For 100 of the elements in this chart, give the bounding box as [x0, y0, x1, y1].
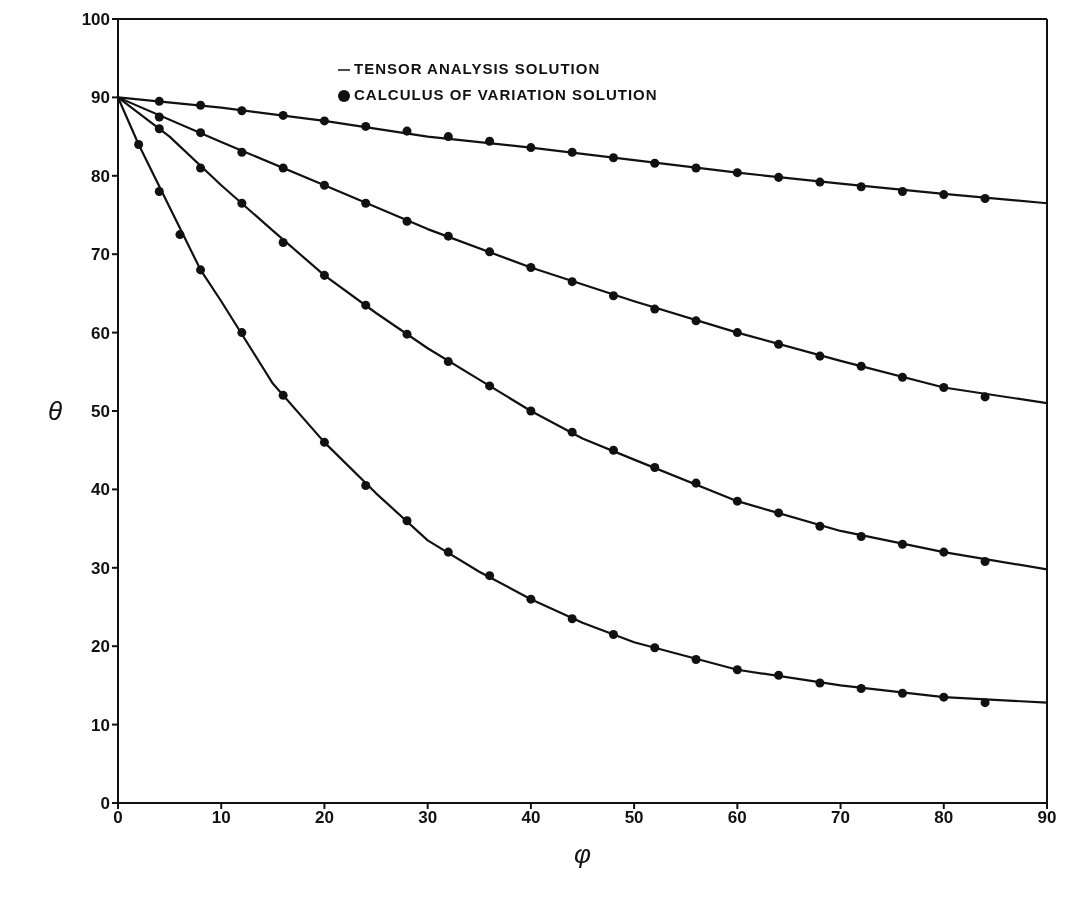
point: [319, 270, 329, 280]
point: [732, 665, 742, 675]
x-tick-label: 0: [113, 808, 123, 828]
point: [237, 147, 247, 157]
point: [856, 684, 866, 694]
point: [732, 328, 742, 338]
point: [774, 508, 784, 518]
legend-label: CALCULUS OF VARIATION SOLUTION: [354, 86, 658, 103]
x-tick-label: 60: [727, 808, 747, 828]
point: [154, 96, 164, 106]
point: [196, 163, 206, 173]
point: [485, 247, 495, 257]
point: [361, 198, 371, 208]
x-tick-label: 30: [418, 808, 438, 828]
y-tick-label: 20: [91, 637, 110, 657]
x-tick-label: 70: [831, 808, 851, 828]
point: [608, 291, 618, 301]
point: [443, 132, 453, 142]
point: [856, 531, 866, 541]
point: [526, 263, 536, 273]
point: [402, 329, 412, 339]
point: [608, 445, 618, 455]
point: [402, 126, 412, 136]
point: [443, 231, 453, 241]
point: [650, 158, 660, 168]
y-tick-label: 100: [81, 10, 110, 30]
x-tick-label: 10: [211, 808, 231, 828]
point: [815, 351, 825, 361]
point: [732, 168, 742, 178]
point: [485, 136, 495, 146]
x-tick-label: 80: [934, 808, 954, 828]
point: [691, 163, 701, 173]
point: [897, 539, 907, 549]
point: [691, 655, 701, 665]
point: [650, 304, 660, 314]
point: [980, 557, 990, 567]
point: [856, 182, 866, 192]
point: [732, 496, 742, 506]
y-tick-label: 70: [91, 245, 110, 265]
point: [134, 139, 144, 149]
point: [175, 230, 185, 240]
point: [402, 516, 412, 526]
point: [897, 186, 907, 196]
point: [980, 194, 990, 204]
y-tick-label: 30: [91, 558, 110, 578]
x-tick-label: 20: [314, 808, 334, 828]
x-tick-label: 90: [1037, 808, 1057, 828]
point: [980, 698, 990, 708]
point: [567, 427, 577, 437]
point: [567, 147, 577, 157]
x-axis-title: φ: [574, 839, 592, 869]
point: [154, 186, 164, 196]
point: [856, 361, 866, 371]
point: [237, 198, 247, 208]
point: [815, 521, 825, 531]
x-tick-label: 40: [521, 808, 541, 828]
point: [361, 300, 371, 310]
point: [691, 478, 701, 488]
point: [154, 112, 164, 122]
point: [939, 382, 949, 392]
point: [980, 392, 990, 402]
y-tick-label: 40: [91, 480, 110, 500]
point: [774, 172, 784, 182]
point: [897, 372, 907, 382]
point: [402, 216, 412, 226]
point: [526, 406, 536, 416]
point: [567, 277, 577, 287]
y-tick-label: 90: [91, 88, 110, 108]
y-tick-label: 60: [91, 323, 110, 343]
x-tick-label: 50: [624, 808, 644, 828]
point: [650, 643, 660, 653]
point: [319, 180, 329, 190]
point: [278, 390, 288, 400]
point: [361, 480, 371, 490]
point: [196, 128, 206, 138]
y-axis-title: θ: [48, 396, 63, 427]
point: [485, 381, 495, 391]
point: [319, 437, 329, 447]
point: [278, 237, 288, 247]
point: [237, 328, 247, 338]
point: [897, 688, 907, 698]
point: [526, 143, 536, 153]
point: [567, 614, 577, 624]
point: [361, 121, 371, 131]
point: [815, 678, 825, 688]
point: [939, 547, 949, 557]
point: [278, 163, 288, 173]
point: [608, 629, 618, 639]
legend-label: TENSOR ANALYSIS SOLUTION: [354, 60, 601, 77]
point: [278, 110, 288, 120]
point: [815, 177, 825, 187]
point: [608, 153, 618, 163]
y-tick-label: 10: [91, 715, 110, 735]
point: [526, 594, 536, 604]
point: [443, 357, 453, 367]
point: [196, 265, 206, 275]
y-tick-label: 50: [91, 402, 110, 422]
point: [939, 190, 949, 200]
point: [196, 100, 206, 110]
point: [154, 124, 164, 134]
